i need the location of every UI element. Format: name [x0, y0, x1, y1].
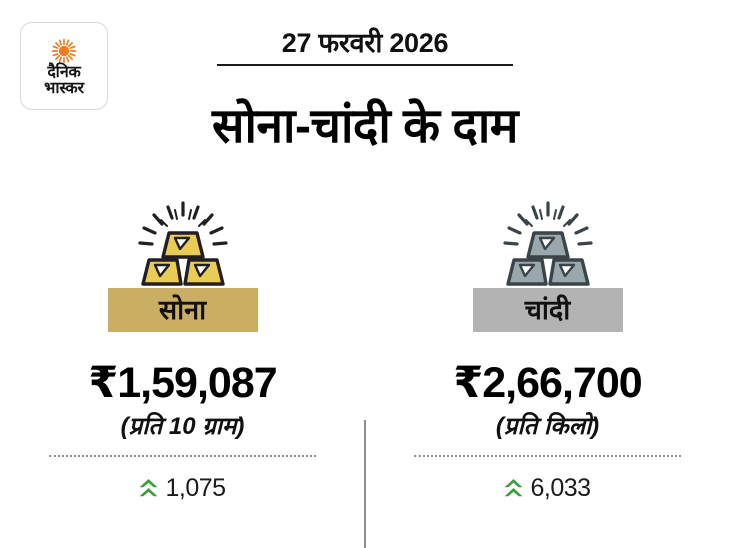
logo-text-line-2: भास्कर — [44, 79, 84, 97]
gold-dotted-separator — [49, 454, 316, 457]
silver-price-unit: (प्रति किलो) — [495, 413, 600, 441]
gold-change-value: 1,075 — [165, 473, 226, 502]
metal-label-gold: सोना — [107, 288, 258, 332]
metal-label-silver: चांदी — [472, 288, 623, 332]
gold-price-unit: (प्रति 10 ग्राम) — [120, 413, 245, 441]
double-chevron-up-icon — [140, 478, 158, 497]
column-divider — [364, 420, 366, 548]
gold-bars-icon — [137, 201, 228, 286]
double-chevron-up-icon — [505, 478, 523, 497]
date-text: 27 फरवरी 2026 — [281, 28, 449, 58]
dainik-bhaskar-logo: दैनिक भास्कर — [20, 22, 108, 110]
date-underline — [217, 64, 513, 67]
date-header: 27 फरवरी 2026 — [155, 28, 575, 67]
metal-price-columns: सोना ₹1,59,087 (प्रति 10 ग्राम) 1,075 — [0, 196, 730, 548]
silver-change-value: 6,033 — [530, 473, 591, 502]
gold-price-value: ₹1,59,087 — [88, 359, 277, 407]
silver-change: 6,033 — [504, 473, 591, 502]
silver-dotted-separator — [414, 454, 681, 457]
sun-icon — [51, 38, 77, 64]
page-title: सोना-चांदी के दाम — [212, 100, 518, 153]
silver-bars-icon — [502, 201, 593, 286]
gold-change: 1,075 — [139, 473, 226, 502]
silver-price-value: ₹2,66,700 — [453, 359, 642, 407]
logo-text-line-1: दैनिक — [47, 63, 81, 81]
silver-price-column: चांदी ₹2,66,700 (प्रति किलो) 6,033 — [365, 196, 730, 548]
gold-price-column: सोना ₹1,59,087 (प्रति 10 ग्राम) 1,075 — [0, 196, 365, 548]
